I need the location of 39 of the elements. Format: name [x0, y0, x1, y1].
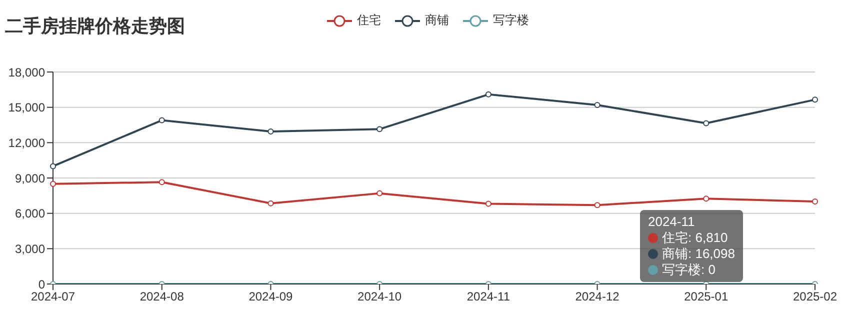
- x-tick-label: 2024-10: [358, 290, 402, 304]
- annotation: 2024-11: [648, 214, 695, 230]
- point: [485, 91, 492, 98]
- x-tick-label: 2024-09: [248, 290, 294, 304]
- point: [376, 190, 383, 196]
- y-tick-label: 6,000: [14, 206, 46, 221]
- point: [268, 200, 274, 206]
- y-tick-label: 15,000: [8, 100, 46, 115]
- x-tick-label: 2024-08: [140, 290, 184, 304]
- y-tick-label: 18,000: [8, 65, 46, 80]
- point: [812, 198, 818, 205]
- point: [50, 163, 56, 170]
- point: [485, 200, 492, 207]
- annotation: 写字楼: 0: [662, 262, 716, 278]
- annotation: 住宅: 6,810: [662, 230, 728, 246]
- x-tick-label: 2024-12: [575, 290, 620, 304]
- y-tick-label: 3,000: [14, 242, 46, 256]
- y-tick-label: 0: [38, 277, 46, 292]
- x-tick-label: 2025-02: [792, 290, 838, 304]
- x-tick-label: 2025-01: [684, 290, 728, 304]
- point: [594, 102, 600, 108]
- point: [376, 126, 383, 132]
- legend-label: 写字楼: [493, 12, 529, 29]
- x-tick-label: 2024-07: [30, 290, 76, 304]
- legend-label: 商铺: [425, 12, 449, 29]
- point: [703, 120, 710, 126]
- point: [594, 202, 600, 208]
- point: [812, 96, 818, 103]
- annotation: 商铺: 16,098: [662, 246, 735, 262]
- x-tick-label: 2024-11: [466, 290, 510, 304]
- legend-label: 住宅: [357, 12, 381, 29]
- point: [703, 196, 710, 202]
- point: [158, 179, 165, 186]
- point: [158, 117, 165, 124]
- point: [268, 128, 274, 134]
- y-tick-label: 12,000: [8, 136, 46, 150]
- chart-title: 二手房挂牌价格走势图: [5, 15, 185, 38]
- y-tick-label: 9,000: [14, 171, 46, 186]
- point: [50, 180, 56, 187]
